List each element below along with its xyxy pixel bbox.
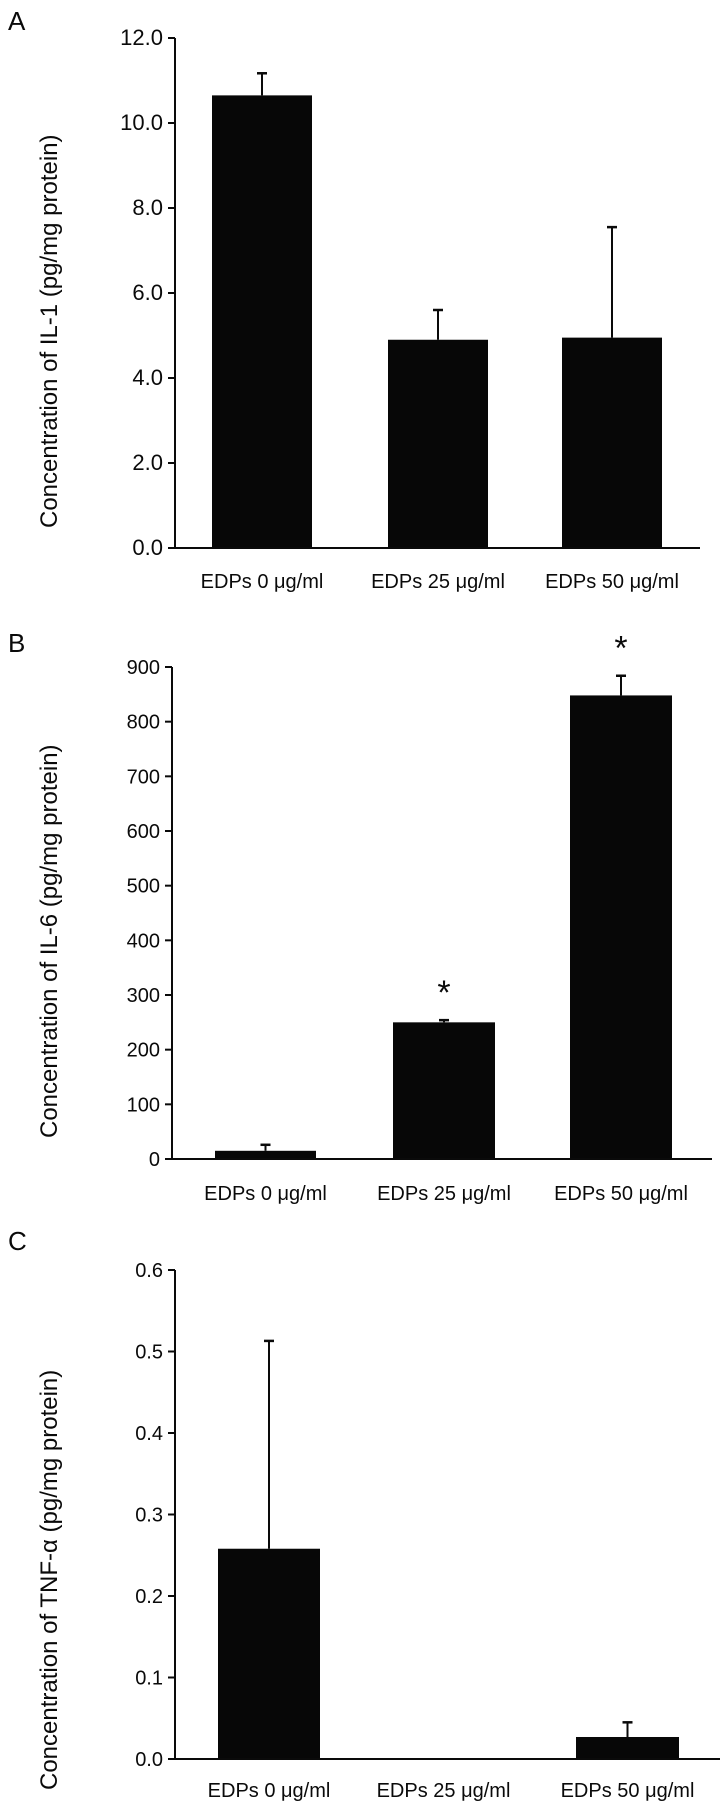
x-category-label: EDPs 0 μg/ml: [204, 1183, 327, 1205]
bar: [218, 1548, 320, 1759]
panel-letter: C: [8, 1226, 27, 1256]
bar: [570, 695, 672, 1159]
y-tick-label: 0.6: [135, 1260, 163, 1282]
y-tick-label: 8.0: [132, 195, 163, 220]
panel-a: A Concentration of IL-1 (pg/mg protein) …: [0, 0, 724, 593]
y-tick-label: 12.0: [120, 25, 163, 50]
significance-asterisk: *: [614, 630, 627, 668]
y-tick-label: 0.0: [132, 535, 163, 560]
bar: [388, 339, 488, 548]
y-tick-label: 200: [127, 1040, 160, 1062]
y-tick-label: 300: [127, 985, 160, 1007]
bar: [215, 1150, 316, 1159]
x-category-label: EDPs 0 μg/ml: [201, 571, 324, 593]
y-tick-label: 2.0: [132, 450, 163, 475]
y-tick-label: 0.1: [135, 1668, 163, 1690]
bar: [393, 1022, 495, 1159]
y-tick-label: 0.4: [135, 1423, 163, 1445]
x-category-label: EDPs 0 μg/ml: [208, 1780, 331, 1802]
bar-chart-il1: 0.0 2.0 4.0 6.0 8.0 10.0 12.0 EDPs 0 μg/ml EDPs …: [120, 25, 700, 593]
panel-b: B Concentration of IL-6 (pg/mg protein) …: [8, 628, 712, 1205]
y-tick-label: 100: [127, 1094, 160, 1116]
y-tick-label: 0.3: [135, 1505, 163, 1527]
y-tick-label: 10.0: [120, 110, 163, 135]
bar-chart-il6: 0 100 200 300 400 500 600 700 800 900 EDPs 0 μg/ml…: [127, 630, 712, 1205]
x-category-label: EDPs 25 μg/ml: [377, 1183, 511, 1205]
y-tick-label: 400: [127, 930, 160, 952]
y-tick-label: 6.0: [132, 280, 163, 305]
bar: [576, 1736, 679, 1759]
bar: [562, 337, 662, 548]
y-tick-label: 0.0: [135, 1749, 163, 1771]
y-tick-label: 0.5: [135, 1342, 163, 1364]
y-tick-label: 0: [149, 1149, 160, 1171]
x-category-label: EDPs 25 μg/ml: [377, 1780, 511, 1802]
significance-asterisk: *: [437, 974, 450, 1012]
y-tick-label: 500: [127, 876, 160, 898]
y-tick-label: 600: [127, 821, 160, 843]
bar: [212, 95, 312, 548]
y-tick-label: 0.2: [135, 1586, 163, 1608]
panel-letter: A: [8, 6, 26, 36]
y-tick-label: 700: [127, 766, 160, 788]
y-tick-label: 4.0: [132, 365, 163, 390]
y-tick-label: 800: [127, 712, 160, 734]
x-category-label: EDPs 50 μg/ml: [554, 1183, 688, 1205]
x-category-label: EDPs 50 μg/ml: [561, 1780, 695, 1802]
x-category-label: EDPs 25 μg/ml: [371, 571, 505, 593]
y-tick-label: 900: [127, 657, 160, 679]
x-category-label: EDPs 50 μg/ml: [545, 571, 679, 593]
panel-letter: B: [8, 628, 26, 658]
